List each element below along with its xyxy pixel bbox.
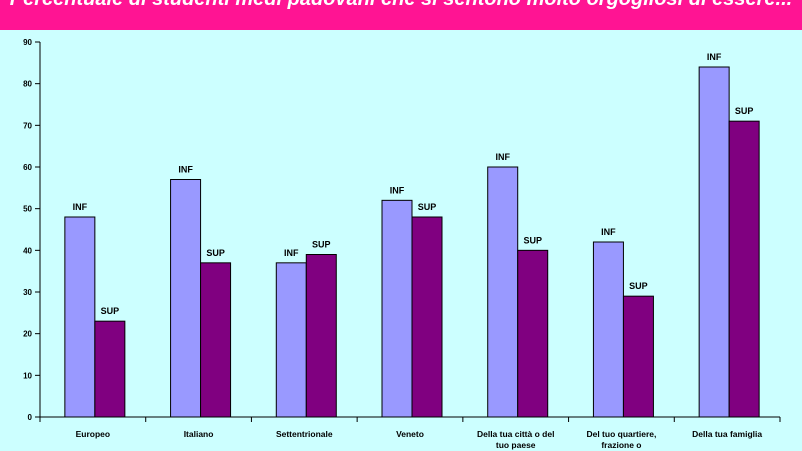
bar-sup — [517, 249, 549, 418]
x-category-label: Veneto — [396, 429, 424, 439]
y-tick-label: 30 — [23, 288, 32, 297]
bar-inf — [698, 66, 730, 418]
bar-data-label: INF — [707, 52, 722, 62]
x-category-label: Della tua famiglia — [692, 429, 762, 439]
bar-data-label: INF — [390, 185, 405, 195]
y-tick-label: 80 — [23, 80, 32, 89]
bar-inf — [592, 241, 624, 418]
bar-sup — [728, 120, 760, 418]
bar-sup — [200, 262, 232, 418]
bar-data-label: INF — [601, 227, 616, 237]
bar-data-label: SUP — [418, 202, 437, 212]
x-category-label: Italiano — [184, 429, 214, 439]
bar-data-label: INF — [178, 165, 193, 175]
bar-sup — [305, 254, 337, 418]
chart-panel: 0 10 20 30 40 50 60 70 80 90 INF SUP INF SUP INF SUP IN… — [0, 30, 802, 451]
bar-data-label: SUP — [101, 306, 120, 316]
y-tick-label: 20 — [23, 330, 32, 339]
bar-sup — [411, 216, 443, 418]
y-tick-label: 0 — [28, 413, 33, 422]
bar-sup — [622, 295, 654, 418]
bar-labels: INF SUP INF SUP INF SUP INF SUP INF SUP INF SUP INF S… — [73, 52, 754, 316]
y-tick-label: 90 — [23, 38, 32, 47]
y-axis: 0 10 20 30 40 50 60 70 80 90 — [23, 38, 41, 422]
bar-data-label: SUP — [206, 248, 225, 258]
y-tick-label: 60 — [23, 163, 32, 172]
bar-sup — [94, 320, 126, 418]
chart-title: Percentuale di studenti medi padovani ch… — [0, 0, 802, 11]
x-category-label: Settentrionale — [276, 429, 333, 439]
y-tick-label: 40 — [23, 246, 32, 255]
bar-inf — [275, 262, 307, 418]
y-tick-label: 70 — [23, 121, 32, 130]
bar-data-label: SUP — [312, 240, 331, 250]
bar-data-label: SUP — [523, 235, 542, 245]
bar-inf — [381, 199, 413, 418]
bar-data-label: SUP — [735, 106, 754, 116]
x-category-label: Europeo — [76, 429, 110, 439]
bar-data-label: INF — [495, 152, 510, 162]
x-category-label: Del tuo quartiere, frazione o — [586, 429, 656, 450]
y-tick-label: 10 — [23, 371, 32, 380]
bar-data-label: INF — [73, 202, 88, 212]
y-tick-label: 50 — [23, 205, 32, 214]
bars — [64, 66, 760, 418]
category-labels: Europeo Italiano Settentrionale Veneto Della… — [76, 429, 763, 450]
bar-inf — [64, 216, 96, 418]
x-category-label: Della tua città o del tuo paese — [477, 429, 554, 450]
bar-inf — [487, 166, 519, 418]
title-bar: Percentuale di studenti medi padovani ch… — [0, 0, 802, 30]
bar-data-label: SUP — [629, 281, 648, 291]
bar-inf — [170, 179, 202, 418]
bar-data-label: INF — [284, 248, 299, 258]
